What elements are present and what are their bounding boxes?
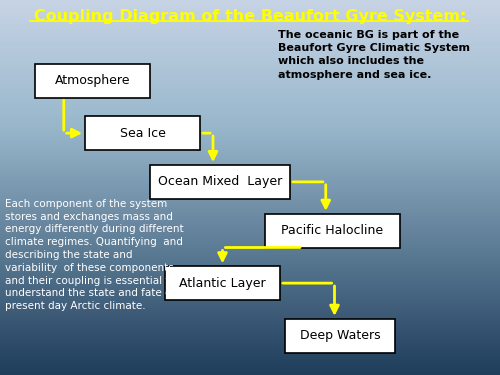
Text: Each component of the system
stores and exchanges mass and
energy differently du: Each component of the system stores and … xyxy=(5,199,184,311)
FancyBboxPatch shape xyxy=(165,266,280,300)
FancyBboxPatch shape xyxy=(85,116,200,150)
Text: Sea Ice: Sea Ice xyxy=(120,127,166,140)
Text: The oceanic BG is part of the
Beaufort Gyre Climatic System
which also includes : The oceanic BG is part of the Beaufort G… xyxy=(278,30,469,80)
Text: Atmosphere: Atmosphere xyxy=(55,74,130,87)
Text: Deep Waters: Deep Waters xyxy=(300,329,380,342)
FancyBboxPatch shape xyxy=(265,214,400,248)
Text: Coupling Diagram of the Beaufort Gyre System:: Coupling Diagram of the Beaufort Gyre Sy… xyxy=(34,9,466,24)
Text: Pacific Halocline: Pacific Halocline xyxy=(282,224,384,237)
FancyBboxPatch shape xyxy=(150,165,290,199)
Text: Atlantic Layer: Atlantic Layer xyxy=(179,277,266,290)
FancyBboxPatch shape xyxy=(285,319,395,352)
FancyBboxPatch shape xyxy=(35,64,150,98)
Text: Ocean Mixed  Layer: Ocean Mixed Layer xyxy=(158,176,282,188)
